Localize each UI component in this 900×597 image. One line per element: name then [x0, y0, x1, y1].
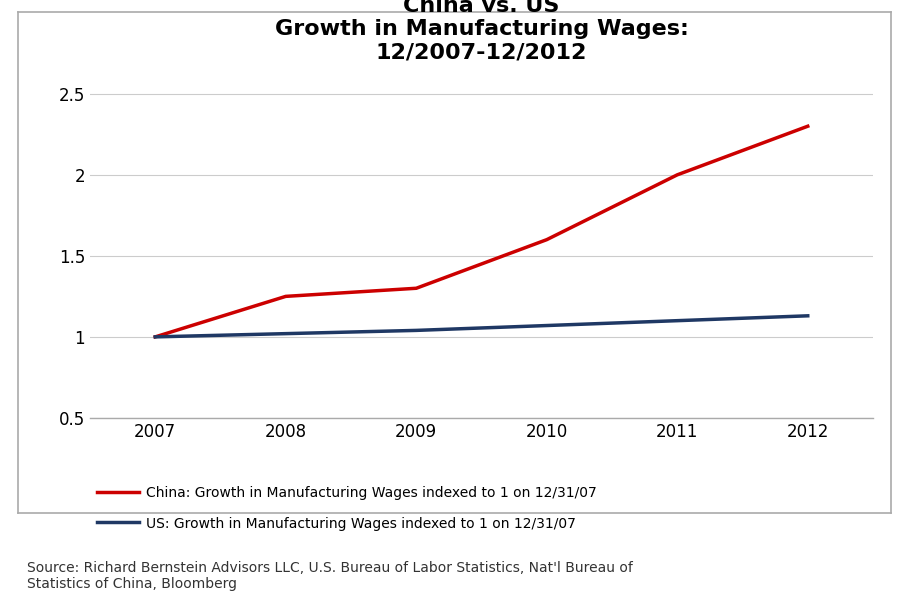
Text: Source: Richard Bernstein Advisors LLC, U.S. Bureau of Labor Statistics, Nat'l B: Source: Richard Bernstein Advisors LLC, …	[27, 561, 633, 591]
Legend: China: Growth in Manufacturing Wages indexed to 1 on 12/31/07, US: Growth in Man: China: Growth in Manufacturing Wages ind…	[97, 486, 597, 531]
Title: China vs. US
Growth in Manufacturing Wages:
12/2007-12/2012: China vs. US Growth in Manufacturing Wag…	[274, 0, 688, 62]
